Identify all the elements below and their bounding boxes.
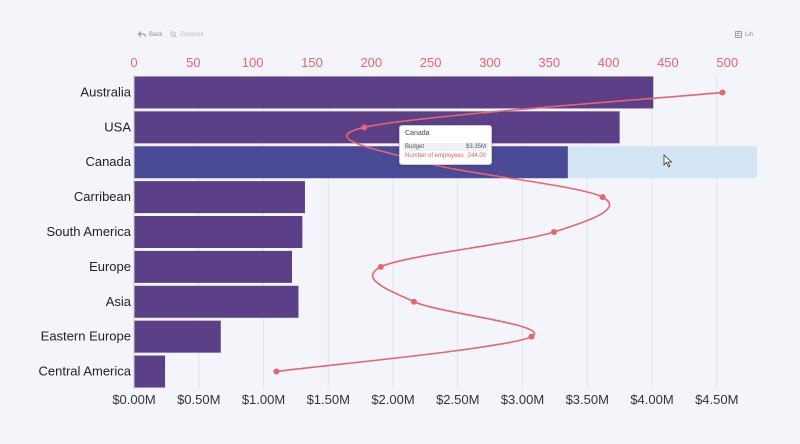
- line-point: [528, 333, 535, 340]
- zoom-out-icon: [170, 31, 177, 38]
- category-label: South America: [46, 224, 131, 239]
- category-label: USA: [104, 119, 131, 134]
- tooltip-title: Canada: [405, 130, 430, 137]
- bar: [134, 181, 305, 214]
- line-point: [377, 263, 384, 270]
- linear-scale-toggle[interactable]: Lin: [735, 31, 753, 38]
- back-button[interactable]: Back: [138, 31, 162, 38]
- bottom-tick-label: $3.00M: [501, 392, 544, 407]
- tooltip-budget-label: Budget: [405, 144, 425, 150]
- top-tick-label: 500: [716, 55, 738, 70]
- tooltip: Canada Budget $3.35M Number of employees…: [399, 125, 492, 165]
- bottom-tick-label: $2.50M: [436, 392, 479, 407]
- category-label: Canada: [85, 154, 131, 169]
- bar: [134, 146, 568, 179]
- top-tick-label: 150: [301, 55, 323, 70]
- line-point: [719, 89, 726, 96]
- tooltip-employees-value: 244.00: [467, 153, 486, 159]
- zoomout-label: Zoomout: [180, 31, 204, 38]
- top-tick-label: 350: [538, 55, 560, 70]
- bottom-tick-label: $0.50M: [177, 392, 220, 407]
- bottom-tick-label: $1.00M: [242, 392, 285, 407]
- line-point: [599, 194, 606, 201]
- line-point: [551, 229, 558, 235]
- bottom-tick-label: $4.50M: [695, 392, 738, 407]
- top-tick-label: 100: [242, 55, 264, 70]
- top-tick-label: 200: [360, 55, 382, 70]
- zoomout-button[interactable]: Zoomout: [170, 31, 204, 38]
- bar: [134, 250, 292, 283]
- top-tick-label: 50: [186, 55, 200, 70]
- top-tick-label: 300: [479, 55, 501, 70]
- bottom-tick-label: $4.00M: [630, 392, 673, 407]
- lin-label: Lin: [745, 31, 754, 38]
- bottom-tick-label: $3.50M: [566, 392, 609, 407]
- tooltip-budget-value: $3.35M: [465, 144, 486, 150]
- bar: [134, 320, 221, 353]
- tooltip-row-employees: Number of employees 244.00: [403, 152, 488, 160]
- table-icon: [735, 31, 742, 38]
- hover-band: [567, 146, 757, 179]
- bottom-tick-label: $2.00M: [371, 392, 414, 407]
- bar: [134, 76, 654, 109]
- bar: [134, 216, 303, 248]
- back-label: Back: [149, 31, 163, 38]
- line-point: [273, 368, 280, 375]
- category-label: Central America: [39, 364, 132, 379]
- mouse-cursor-icon: [663, 154, 673, 168]
- bar: [134, 111, 620, 144]
- top-tick-label: 250: [420, 55, 442, 70]
- top-tick-label: 450: [657, 55, 679, 70]
- chart-toolbar: Back Zoomout Lin: [0, 31, 800, 45]
- bottom-tick-label: $1.50M: [307, 392, 350, 407]
- category-label: Australia: [80, 84, 131, 99]
- bar: [134, 355, 166, 388]
- top-tick-label: 0: [130, 55, 137, 70]
- category-label: Eastern Europe: [41, 329, 131, 344]
- category-label: Asia: [106, 294, 132, 309]
- top-tick-label: 400: [598, 55, 620, 70]
- back-arrow-icon: [138, 31, 146, 38]
- bar: [134, 285, 299, 318]
- line-point: [411, 298, 418, 305]
- tooltip-row-budget: Budget $3.35M: [403, 143, 488, 151]
- line-point: [361, 124, 368, 131]
- bottom-tick-label: $0.00M: [112, 392, 155, 407]
- tooltip-employees-label: Number of employees: [405, 153, 464, 159]
- category-label: Europe: [89, 259, 131, 274]
- category-label: Carribean: [74, 189, 131, 204]
